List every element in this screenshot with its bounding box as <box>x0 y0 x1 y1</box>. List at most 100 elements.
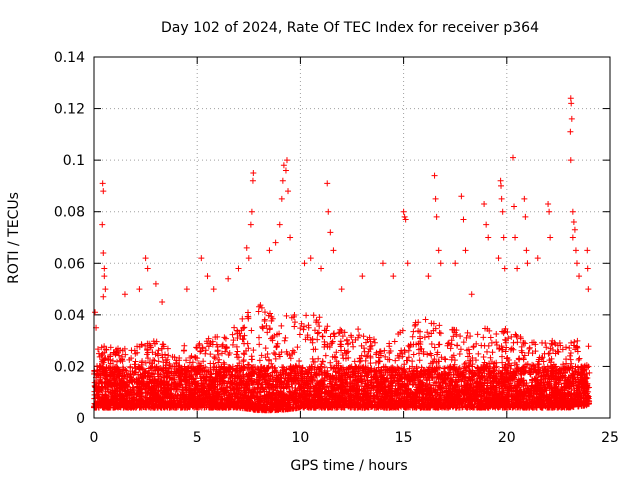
data-point <box>336 329 343 336</box>
data-point <box>356 332 363 339</box>
data-point <box>171 354 178 361</box>
y-tick-label: 0.02 <box>54 359 85 375</box>
data-point <box>360 333 367 340</box>
data-point <box>107 344 114 351</box>
data-point <box>350 343 357 350</box>
data-point <box>196 340 203 347</box>
y-tick-label: 0.1 <box>63 153 85 169</box>
data-point <box>539 339 546 346</box>
data-point <box>466 357 473 364</box>
data-point <box>145 355 152 362</box>
data-point <box>256 357 263 364</box>
data-point <box>229 331 236 338</box>
data-point <box>566 352 573 359</box>
y-tick-label: 0.12 <box>54 102 85 118</box>
data-point <box>155 347 162 354</box>
data-point <box>132 358 139 365</box>
data-point <box>543 344 550 351</box>
data-point <box>372 359 379 366</box>
data-point <box>348 334 355 341</box>
data-point <box>264 350 271 357</box>
data-point <box>215 359 222 366</box>
data-point <box>249 356 256 363</box>
data-point <box>363 339 370 346</box>
x-tick-label: 15 <box>395 430 413 446</box>
data-point <box>289 347 296 354</box>
data-point <box>266 325 273 332</box>
x-tick-label: 20 <box>498 430 516 446</box>
data-point <box>487 354 494 361</box>
data-point <box>436 329 443 336</box>
data-point <box>287 355 294 362</box>
y-axis-label: ROTI / TECUs <box>6 192 22 284</box>
data-point <box>241 324 248 331</box>
data-point <box>493 339 500 346</box>
data-point <box>435 341 442 348</box>
x-axis-label: GPS time / hours <box>290 458 407 474</box>
data-point <box>489 349 496 356</box>
data-point <box>457 333 464 340</box>
data-point <box>355 326 362 333</box>
data-point <box>386 343 393 350</box>
data-point <box>316 323 323 330</box>
data-point <box>520 356 527 363</box>
data-point <box>267 310 274 317</box>
data-point <box>575 356 582 363</box>
data-point <box>457 346 464 353</box>
data-point <box>409 333 416 340</box>
data-point <box>239 315 246 322</box>
data-point <box>278 322 285 329</box>
data-point <box>231 324 238 331</box>
data-point <box>258 304 265 311</box>
data-point <box>442 356 449 363</box>
data-point <box>481 342 488 349</box>
data-point <box>411 322 418 329</box>
data-point <box>361 348 368 355</box>
data-point <box>276 353 283 360</box>
data-point <box>248 327 255 334</box>
data-point <box>507 346 514 353</box>
data-point <box>563 344 570 351</box>
y-tick-label: 0.04 <box>54 308 85 324</box>
chart-title: Day 102 of 2024, Rate Of TEC Index for r… <box>161 20 539 36</box>
data-point <box>520 339 527 346</box>
x-tick-label: 0 <box>90 430 99 446</box>
data-point <box>181 342 188 349</box>
data-point <box>234 348 241 355</box>
data-point <box>255 334 262 341</box>
data-point <box>180 347 187 354</box>
data-point <box>454 342 461 349</box>
data-point <box>294 344 301 351</box>
data-point <box>367 338 374 345</box>
data-point <box>116 352 123 359</box>
data-point <box>475 350 482 357</box>
data-point <box>256 341 263 348</box>
data-point <box>463 334 470 341</box>
data-point <box>470 344 477 351</box>
x-tick-label: 5 <box>193 430 202 446</box>
data-point <box>436 322 443 329</box>
data-point <box>212 355 219 362</box>
data-point <box>315 355 322 362</box>
data-point <box>547 345 554 352</box>
data-point <box>450 333 457 340</box>
data-point <box>207 351 214 358</box>
data-point <box>327 359 334 366</box>
data-point <box>341 329 348 336</box>
data-point <box>447 345 454 352</box>
data-point <box>262 354 269 361</box>
data-point <box>410 328 417 335</box>
data-point <box>499 353 506 360</box>
data-point <box>261 309 268 316</box>
data-point <box>165 352 172 359</box>
data-point <box>339 351 346 358</box>
data-point <box>487 334 494 341</box>
y-tick-label: 0 <box>76 411 85 427</box>
data-point <box>303 312 310 319</box>
data-point <box>376 348 383 355</box>
data-point <box>266 357 273 364</box>
data-point <box>480 334 487 341</box>
data-point <box>268 360 275 367</box>
data-point <box>291 319 298 326</box>
